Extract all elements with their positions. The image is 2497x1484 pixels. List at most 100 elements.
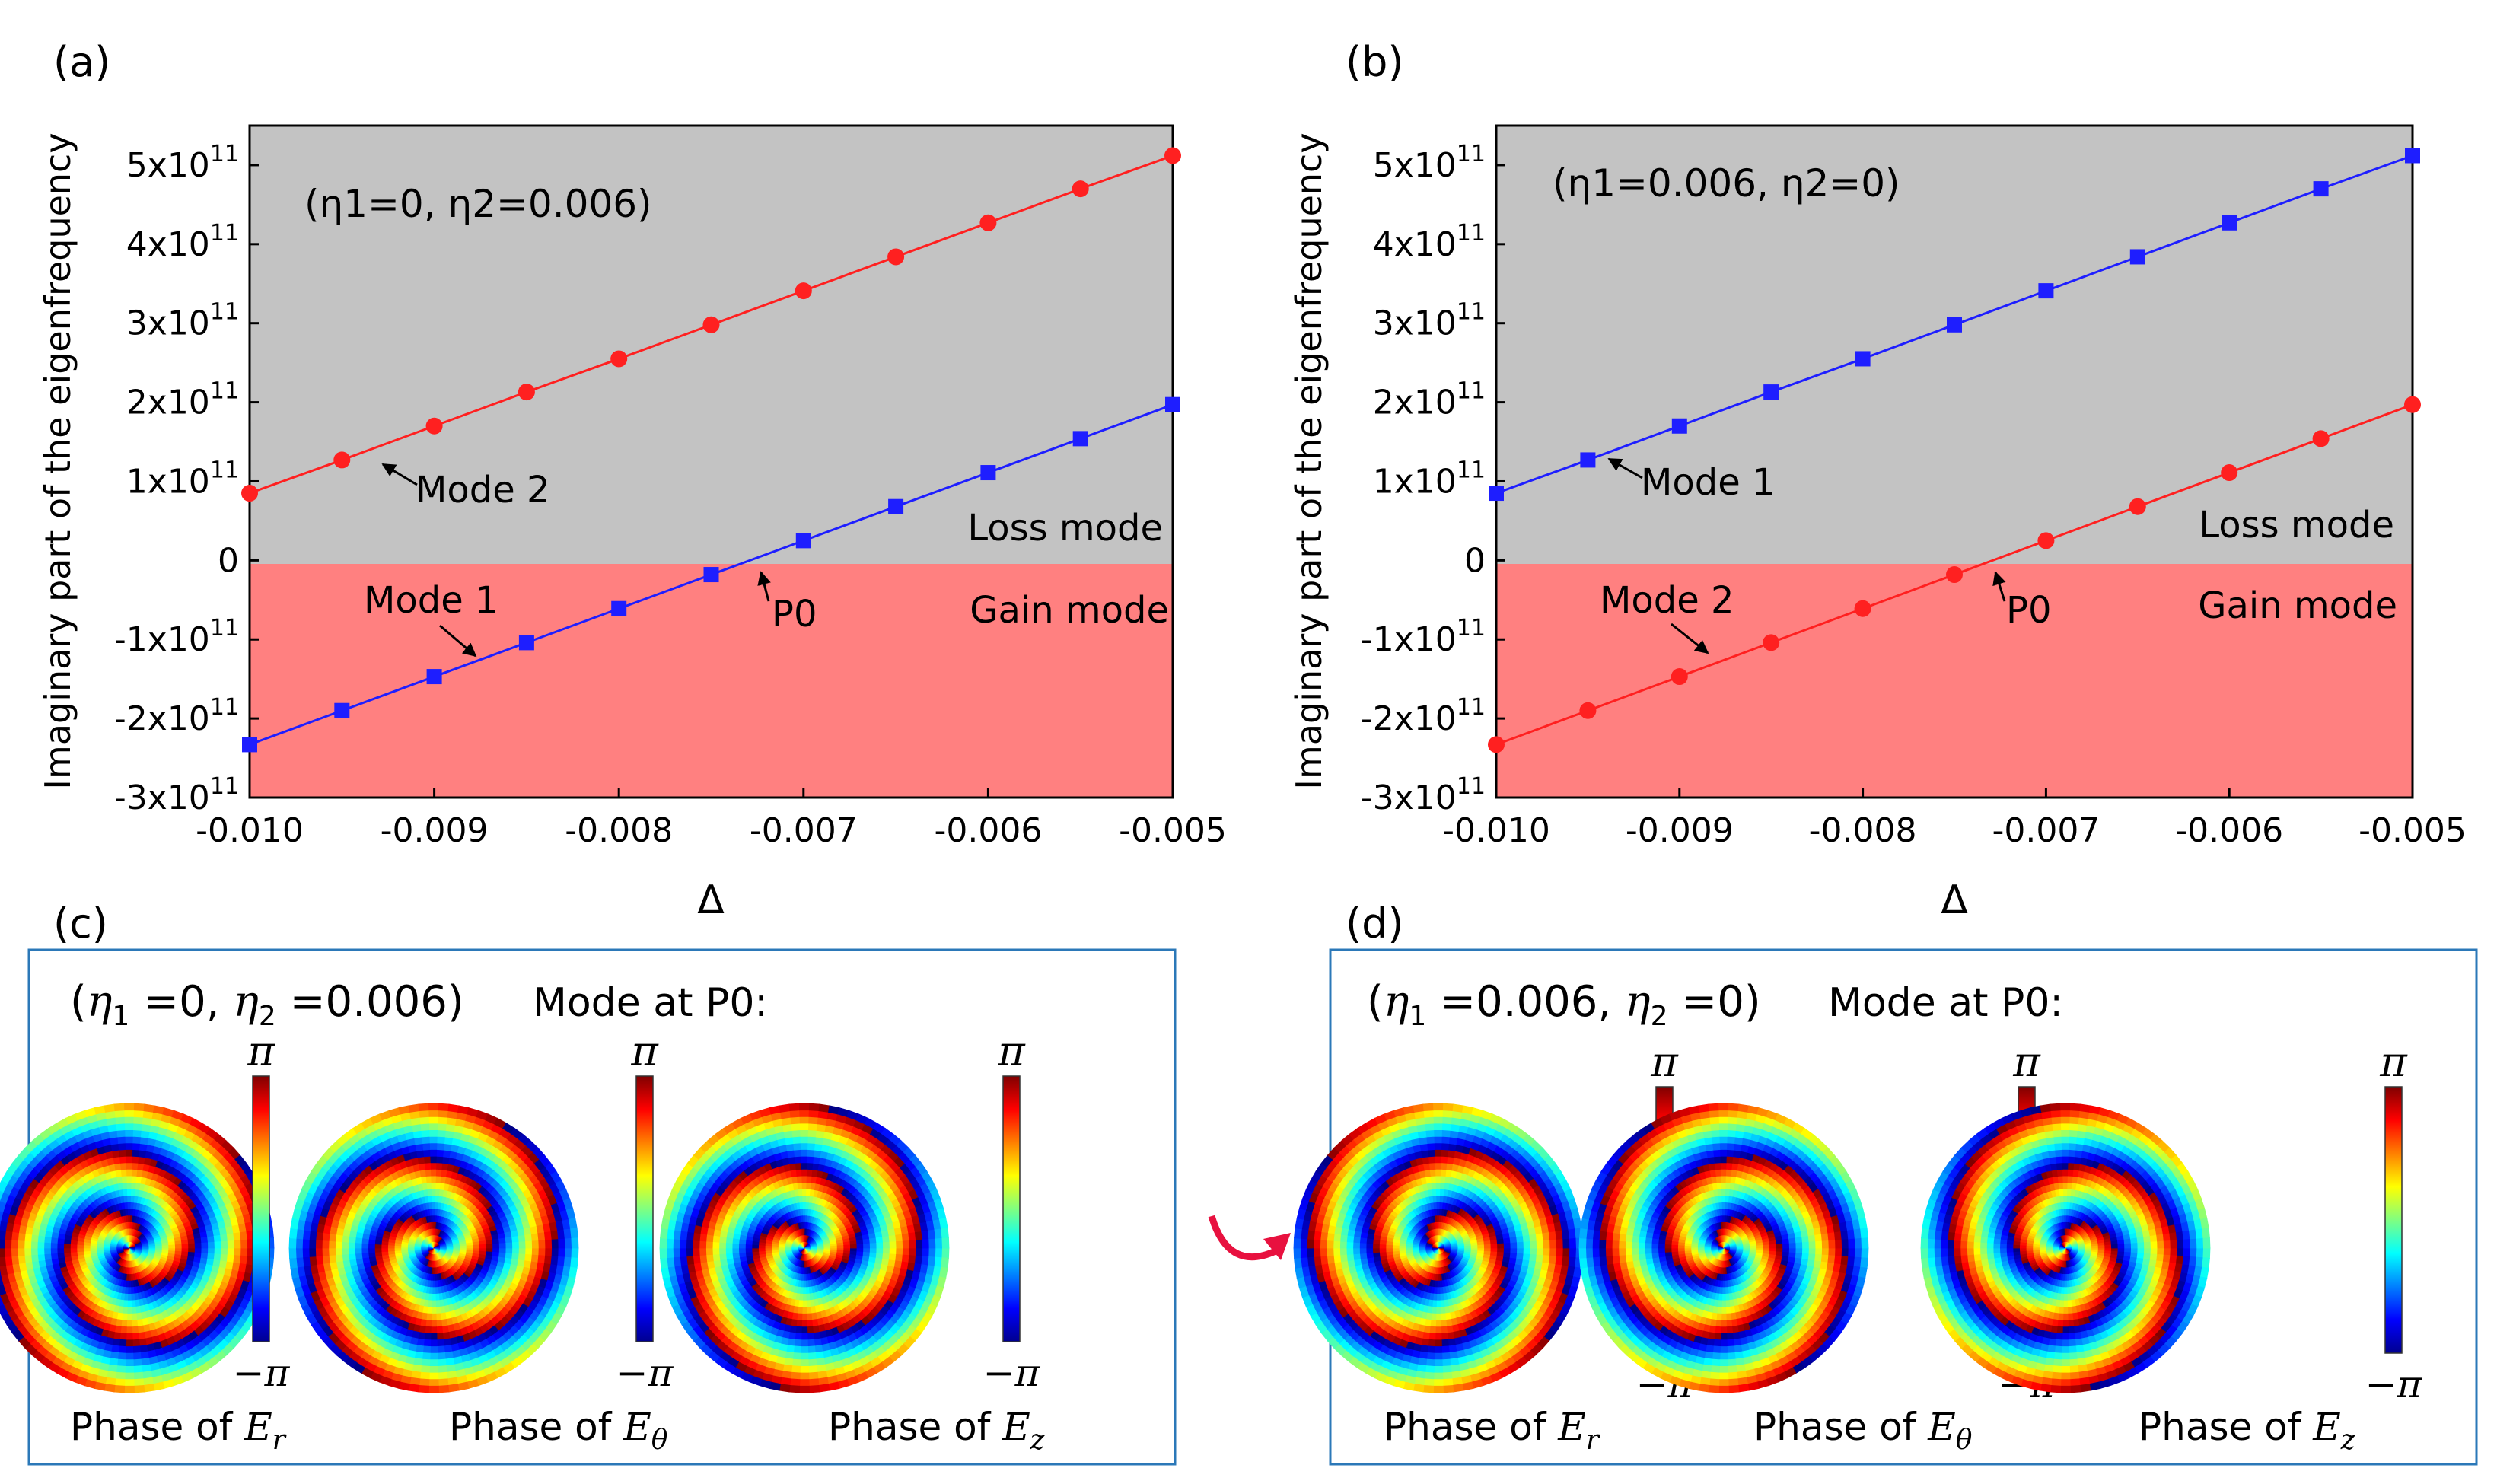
phase-cell — [143, 1103, 155, 1113]
phase-cell — [429, 1352, 438, 1361]
phase-cell — [524, 1234, 533, 1243]
phase-cell — [428, 1372, 439, 1380]
phase-cell — [30, 1247, 38, 1256]
gain-label-b: Gain mode — [2198, 584, 2397, 627]
phase-cell — [201, 1247, 209, 1254]
phase-cell — [428, 1110, 439, 1117]
phase-cell — [525, 1247, 533, 1256]
phase-cell — [511, 1241, 520, 1249]
y-tick-mantissa: -2x10 — [1361, 699, 1457, 738]
y-tick-label: 1x1011 — [1373, 457, 1486, 501]
y-tick-label: -2x1011 — [1361, 694, 1486, 738]
phase-cell — [361, 1252, 369, 1259]
gain-region — [250, 564, 1173, 798]
data-point — [1671, 418, 1687, 434]
phase-cell — [440, 1247, 447, 1249]
data-point — [426, 669, 442, 685]
phase-cell — [387, 1247, 395, 1252]
phase-cell — [551, 1239, 559, 1249]
phase-cell — [126, 1188, 132, 1196]
phase-cell — [436, 1162, 444, 1170]
phase-cell — [545, 1239, 553, 1249]
phase-cell — [429, 1142, 438, 1150]
phase-cell — [132, 1149, 140, 1158]
phase-cell — [558, 1238, 566, 1249]
y-tick-label: -1x1011 — [114, 615, 239, 659]
p0-arrow-a — [757, 571, 771, 602]
phase-cell — [435, 1306, 441, 1314]
phase-cell — [430, 1169, 438, 1177]
phase-cell — [4, 1239, 12, 1249]
phase-cell — [418, 1384, 430, 1393]
y-tick-exponent: 11 — [1457, 615, 1486, 642]
phase-cell — [126, 1307, 132, 1314]
phase-cell — [118, 1142, 126, 1151]
phase-cell — [417, 1156, 425, 1164]
phase-cell — [430, 1326, 438, 1334]
phase-cell — [423, 1333, 432, 1341]
phase-cell — [430, 1320, 438, 1327]
phase-cell — [0, 1229, 6, 1240]
phase-cell — [558, 1247, 566, 1258]
phase-cell — [427, 1188, 433, 1196]
data-point — [1580, 452, 1596, 468]
phase-cell — [348, 1241, 356, 1249]
p0-arrow-b — [1992, 571, 2006, 602]
data-point — [979, 214, 997, 231]
phase-cell — [56, 1242, 65, 1249]
data-point — [887, 248, 905, 266]
phase-cell — [419, 1371, 430, 1381]
phase-cell — [126, 1155, 133, 1164]
phase-cell — [130, 1300, 136, 1308]
phase-cell — [124, 1366, 135, 1374]
phase-cell — [233, 1255, 241, 1264]
phase-cell — [802, 1294, 807, 1301]
data-point — [1855, 351, 1871, 367]
phase-cell — [123, 1103, 135, 1111]
phase-cell — [289, 1228, 298, 1239]
phase-cell — [479, 1244, 487, 1249]
phase-cell — [361, 1242, 369, 1249]
phase-cell — [118, 1345, 126, 1354]
chart-a: -3x1011-2x1011-1x101101x10112x10113x1011… — [37, 38, 1227, 923]
phase-cell — [431, 1182, 437, 1189]
phase-cell — [355, 1253, 363, 1259]
phase-cell — [430, 1339, 438, 1347]
x-tick-label: -0.005 — [1119, 811, 1227, 850]
phase-cell — [328, 1247, 336, 1256]
phase-cell — [148, 1246, 156, 1249]
phase-map-label: Phase of Eθ — [449, 1405, 668, 1456]
phase-cell — [126, 1300, 132, 1308]
phase-cell — [422, 1142, 431, 1151]
phase-cell — [436, 1333, 444, 1341]
phase-cell — [335, 1240, 342, 1249]
phase-cell — [322, 1255, 330, 1264]
phase-cell — [436, 1155, 444, 1164]
phase-cell — [194, 1242, 202, 1249]
phase-cell — [550, 1230, 559, 1240]
mode1-label-a: Mode 1 — [364, 579, 498, 622]
y-tick-label: 4x1011 — [126, 220, 239, 264]
phase-cell — [422, 1135, 431, 1145]
p0-label-b: P0 — [2006, 589, 2051, 632]
phase-cell — [240, 1247, 248, 1257]
data-point — [2129, 498, 2146, 515]
phase-cell — [538, 1240, 546, 1249]
phase-cell — [431, 1188, 437, 1196]
phase-cell — [545, 1247, 553, 1257]
y-tick-mantissa: -1x10 — [114, 620, 210, 659]
phase-cell — [843, 1244, 851, 1249]
phase-cell — [416, 1149, 425, 1158]
phase-cell — [139, 1338, 147, 1347]
phase-cell — [437, 1123, 447, 1131]
phase-cell — [473, 1244, 480, 1249]
phase-cell — [125, 1129, 134, 1137]
data-point — [1488, 736, 1505, 753]
phase-cell — [207, 1247, 215, 1255]
data-point — [1946, 566, 1963, 584]
phase-cell — [422, 1352, 431, 1361]
chart-b: -3x1011-2x1011-1x101101x10112x10113x1011… — [1288, 38, 2467, 923]
field-subscript: θ — [651, 1425, 668, 1456]
y-tick-label: 3x1011 — [126, 299, 239, 343]
phase-cell — [126, 1339, 133, 1347]
